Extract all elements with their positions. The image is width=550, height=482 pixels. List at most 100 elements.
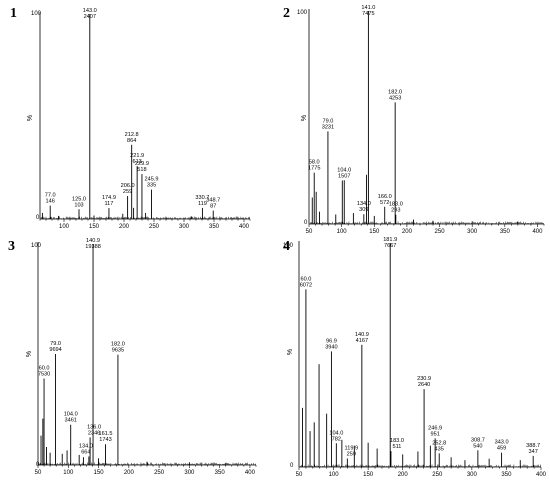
peak-intensity-label: 435 <box>435 446 444 452</box>
peak-intensity-label: 4253 <box>389 95 401 101</box>
x-tick-label: 200 <box>119 224 130 230</box>
x-tick-label: 150 <box>94 470 105 476</box>
peak-mz-label: 136.0 <box>87 424 101 430</box>
panel-number: 1 <box>10 6 17 21</box>
x-tick-label: 50 <box>296 472 303 478</box>
x-tick-label: 150 <box>363 472 374 478</box>
peak-intensity-label: 347 <box>529 449 538 455</box>
x-tick-label: 150 <box>369 229 380 235</box>
peak-intensity-label: 3940 <box>325 344 337 350</box>
panel-number: 4 <box>283 239 290 254</box>
peak-mz-label: 182.0 <box>111 342 125 348</box>
peak-intensity-label: 2640 <box>418 382 430 388</box>
peak-intensity-label: 146 <box>46 199 55 205</box>
peak-mz-label: 58.0 <box>309 160 320 166</box>
peak-intensity-label: 3231 <box>322 124 334 130</box>
peak-mz-label: 252.8 <box>432 440 446 446</box>
peak-mz-label: 183.0 <box>390 438 404 444</box>
peak-mz-label: 125.0 <box>72 196 86 202</box>
peak-mz-label: 104.0 <box>329 430 343 436</box>
peak-intensity-label: 117 <box>104 201 113 207</box>
x-tick-label: 200 <box>402 229 413 235</box>
peak-mz-label: 96.9 <box>326 338 337 344</box>
x-tick-label: 300 <box>467 472 478 478</box>
x-tick-label: 300 <box>184 470 195 476</box>
peak-mz-label: 140.9 <box>86 238 100 244</box>
x-tick-label: 50 <box>306 229 313 235</box>
peak-mz-label: 60.0 <box>39 366 50 372</box>
peak-intensity-label: 664 <box>81 449 90 455</box>
y-tick-label: 100 <box>283 243 294 249</box>
peak-mz-label: 104.0 <box>64 412 78 418</box>
x-tick-label: 350 <box>215 470 226 476</box>
peak-intensity-label: 87 <box>210 204 216 210</box>
y-axis-label: % <box>27 115 34 121</box>
x-tick-label: 400 <box>239 224 250 230</box>
peak-intensity-label: 864 <box>127 138 136 144</box>
peak-mz-label: 79.0 <box>50 341 61 347</box>
peak-mz-label: 388.7 <box>526 443 540 449</box>
y-tick-label: 100 <box>31 11 42 17</box>
peak-mz-label: 161.5 <box>99 431 113 437</box>
x-tick-label: 350 <box>500 229 511 235</box>
peak-mz-label: 229.9 <box>135 161 149 167</box>
x-tick-label: 150 <box>89 224 100 230</box>
peak-mz-label: 119.9 <box>345 445 359 451</box>
peak-mz-label: 181.9 <box>383 237 397 243</box>
peak-mz-label: 221.9 <box>130 153 144 159</box>
x-tick-label: 350 <box>209 224 220 230</box>
peak-intensity-label: 259 <box>123 189 132 195</box>
peak-mz-label: 104.0 <box>337 167 351 173</box>
x-tick-label: 200 <box>124 470 135 476</box>
peak-intensity-label: 103 <box>74 202 83 208</box>
peak-mz-label: 343.0 <box>495 440 509 446</box>
peak-intensity-label: 2346 <box>88 430 100 436</box>
peak-intensity-label: 518 <box>137 167 146 173</box>
x-tick-label: 100 <box>329 472 340 478</box>
y-tick-label: 100 <box>31 243 42 249</box>
x-tick-label: 50 <box>35 470 42 476</box>
peak-intensity-label: 2407 <box>84 14 96 20</box>
panel-number: 3 <box>8 239 15 254</box>
peak-mz-label: 60.0 <box>300 276 311 282</box>
peak-intensity-label: 4167 <box>356 338 368 344</box>
spectrum-panel-3: 3%10005010015020025030035040060.0753079.… <box>8 238 257 476</box>
x-tick-label: 250 <box>149 224 160 230</box>
peak-intensity-label: 7475 <box>362 11 374 17</box>
peak-intensity-label: 1775 <box>308 166 320 172</box>
peak-mz-label: 206.0 <box>121 183 135 189</box>
y-axis-label: % <box>287 349 294 355</box>
peak-intensity-label: 3461 <box>64 418 76 424</box>
peak-intensity-label: 335 <box>147 183 156 189</box>
x-tick-label: 250 <box>435 229 446 235</box>
y-tick-label: 0 <box>36 215 40 221</box>
peak-mz-label: 134.0 <box>79 443 93 449</box>
peak-intensity-label: 951 <box>430 431 439 437</box>
panel-number: 2 <box>283 6 290 21</box>
peak-intensity-label: 540 <box>473 443 482 449</box>
y-tick-label: 100 <box>297 10 308 16</box>
peak-intensity-label: 259 <box>347 451 356 457</box>
peak-mz-label: 79.0 <box>322 118 333 124</box>
peak-mz-label: 348.7 <box>206 198 220 204</box>
peak-mz-label: 143.0 <box>83 8 97 14</box>
y-axis-label: % <box>301 115 308 121</box>
peak-intensity-label: 19388 <box>85 244 101 250</box>
x-tick-label: 400 <box>536 472 547 478</box>
peak-intensity-label: 459 <box>497 446 506 452</box>
peak-mz-label: 134.0 <box>357 201 371 207</box>
x-tick-label: 100 <box>59 224 70 230</box>
peak-intensity-label: 782 <box>332 436 341 442</box>
peak-mz-label: 246.9 <box>428 425 442 431</box>
peak-mz-label: 182.0 <box>388 89 402 95</box>
peak-mz-label: 141.0 <box>361 5 375 11</box>
x-tick-label: 200 <box>398 472 409 478</box>
y-tick-label: 0 <box>290 463 294 469</box>
y-tick-label: 0 <box>304 220 308 226</box>
peak-mz-label: 174.9 <box>102 195 116 201</box>
peak-intensity-label: 572 <box>380 200 389 206</box>
